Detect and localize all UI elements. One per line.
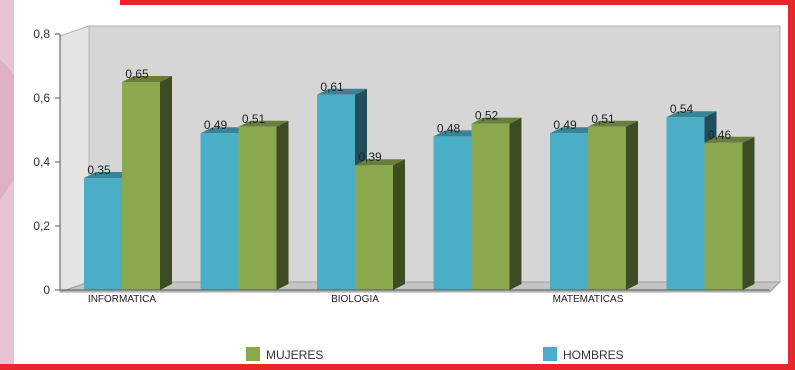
- data-label: 0,39: [358, 150, 382, 164]
- bar-mujeres-0: [122, 76, 172, 290]
- data-labels-group: 0,35 0,65 0,49 0,51 0,61 0,39 0,48 0,52 0,49 0,51…: [87, 67, 731, 177]
- bar-top: [200, 127, 251, 134]
- red-accent-bottom: [0, 364, 795, 370]
- data-label: 0,54: [670, 102, 694, 116]
- y-tick-label: 0,6: [33, 91, 50, 105]
- bar-front: [84, 178, 122, 290]
- bar-front: [550, 133, 588, 290]
- legend-swatch: [543, 347, 557, 361]
- bar-front: [122, 82, 160, 290]
- x-tick-label: MATEMATICAS: [553, 294, 624, 305]
- x-tick-label: INFORMATICA: [88, 294, 156, 305]
- bar-top: [84, 172, 134, 178]
- bar-side: [742, 136, 755, 290]
- bars-group: [84, 76, 755, 290]
- bar-top: [588, 120, 638, 127]
- bar-front: [471, 123, 510, 290]
- y-tick-label: 0: [43, 283, 50, 297]
- bar-top: [550, 127, 600, 134]
- data-label: 0,49: [204, 118, 228, 132]
- bar-side: [626, 120, 638, 290]
- bar-top: [317, 88, 367, 95]
- y-axis: 0 0,2 0,4 0,6 0,8: [33, 27, 61, 297]
- bar-mujeres-3: [471, 117, 522, 290]
- y-tick-label: 0,4: [33, 155, 50, 169]
- bar-top: [122, 76, 172, 82]
- data-label: 0,48: [437, 121, 461, 135]
- data-label: 0,46: [708, 128, 732, 142]
- bar-front: [666, 117, 705, 290]
- data-label: 0,51: [242, 112, 266, 126]
- legend: MUJERES HOMBRES: [246, 347, 624, 362]
- legend-swatch: [246, 347, 260, 361]
- bar-front: [588, 126, 626, 290]
- bar-side: [276, 120, 289, 290]
- bar-top: [433, 130, 484, 137]
- y-tick-label: 0,2: [33, 219, 50, 233]
- legend-label: MUJERES: [266, 348, 323, 362]
- bar-side: [509, 117, 522, 290]
- bar-top: [471, 117, 522, 124]
- bar-front: [433, 136, 472, 290]
- red-accent-top: [120, 0, 795, 5]
- x-axis: INFORMATICA BIOLOGIA MATEMATICAS: [60, 289, 770, 305]
- data-label: 0,65: [125, 67, 149, 81]
- bar-mujeres-5: [704, 136, 755, 290]
- legend-label: HOMBRES: [563, 348, 624, 362]
- bar-mujeres-1: [238, 120, 289, 290]
- bar-front: [238, 126, 277, 290]
- bar-top: [238, 120, 289, 127]
- bar-top: [704, 136, 755, 143]
- bar-side: [160, 76, 172, 290]
- bar-front: [200, 133, 239, 290]
- y-tick-label: 0,8: [33, 27, 50, 41]
- bar-front: [355, 165, 393, 290]
- data-label: 0,49: [553, 118, 577, 132]
- bar-top: [355, 159, 405, 166]
- bar-front: [317, 94, 355, 290]
- data-label: 0,35: [87, 163, 111, 177]
- bar-side: [393, 159, 405, 290]
- bar-top: [666, 111, 717, 118]
- data-label: 0,52: [475, 109, 499, 123]
- legend-item-mujeres: MUJERES: [246, 347, 323, 362]
- data-label: 0,51: [591, 112, 615, 126]
- bar-mujeres-4: [588, 120, 638, 290]
- data-label: 0,61: [320, 80, 344, 94]
- x-tick-label: BIOLOGIA: [331, 294, 379, 305]
- bar-mujeres-2: [355, 159, 405, 290]
- red-accent-right: [788, 0, 795, 370]
- bar-hombres-0: [84, 172, 134, 290]
- legend-item-hombres: HOMBRES: [543, 347, 624, 362]
- bar-front: [704, 142, 743, 290]
